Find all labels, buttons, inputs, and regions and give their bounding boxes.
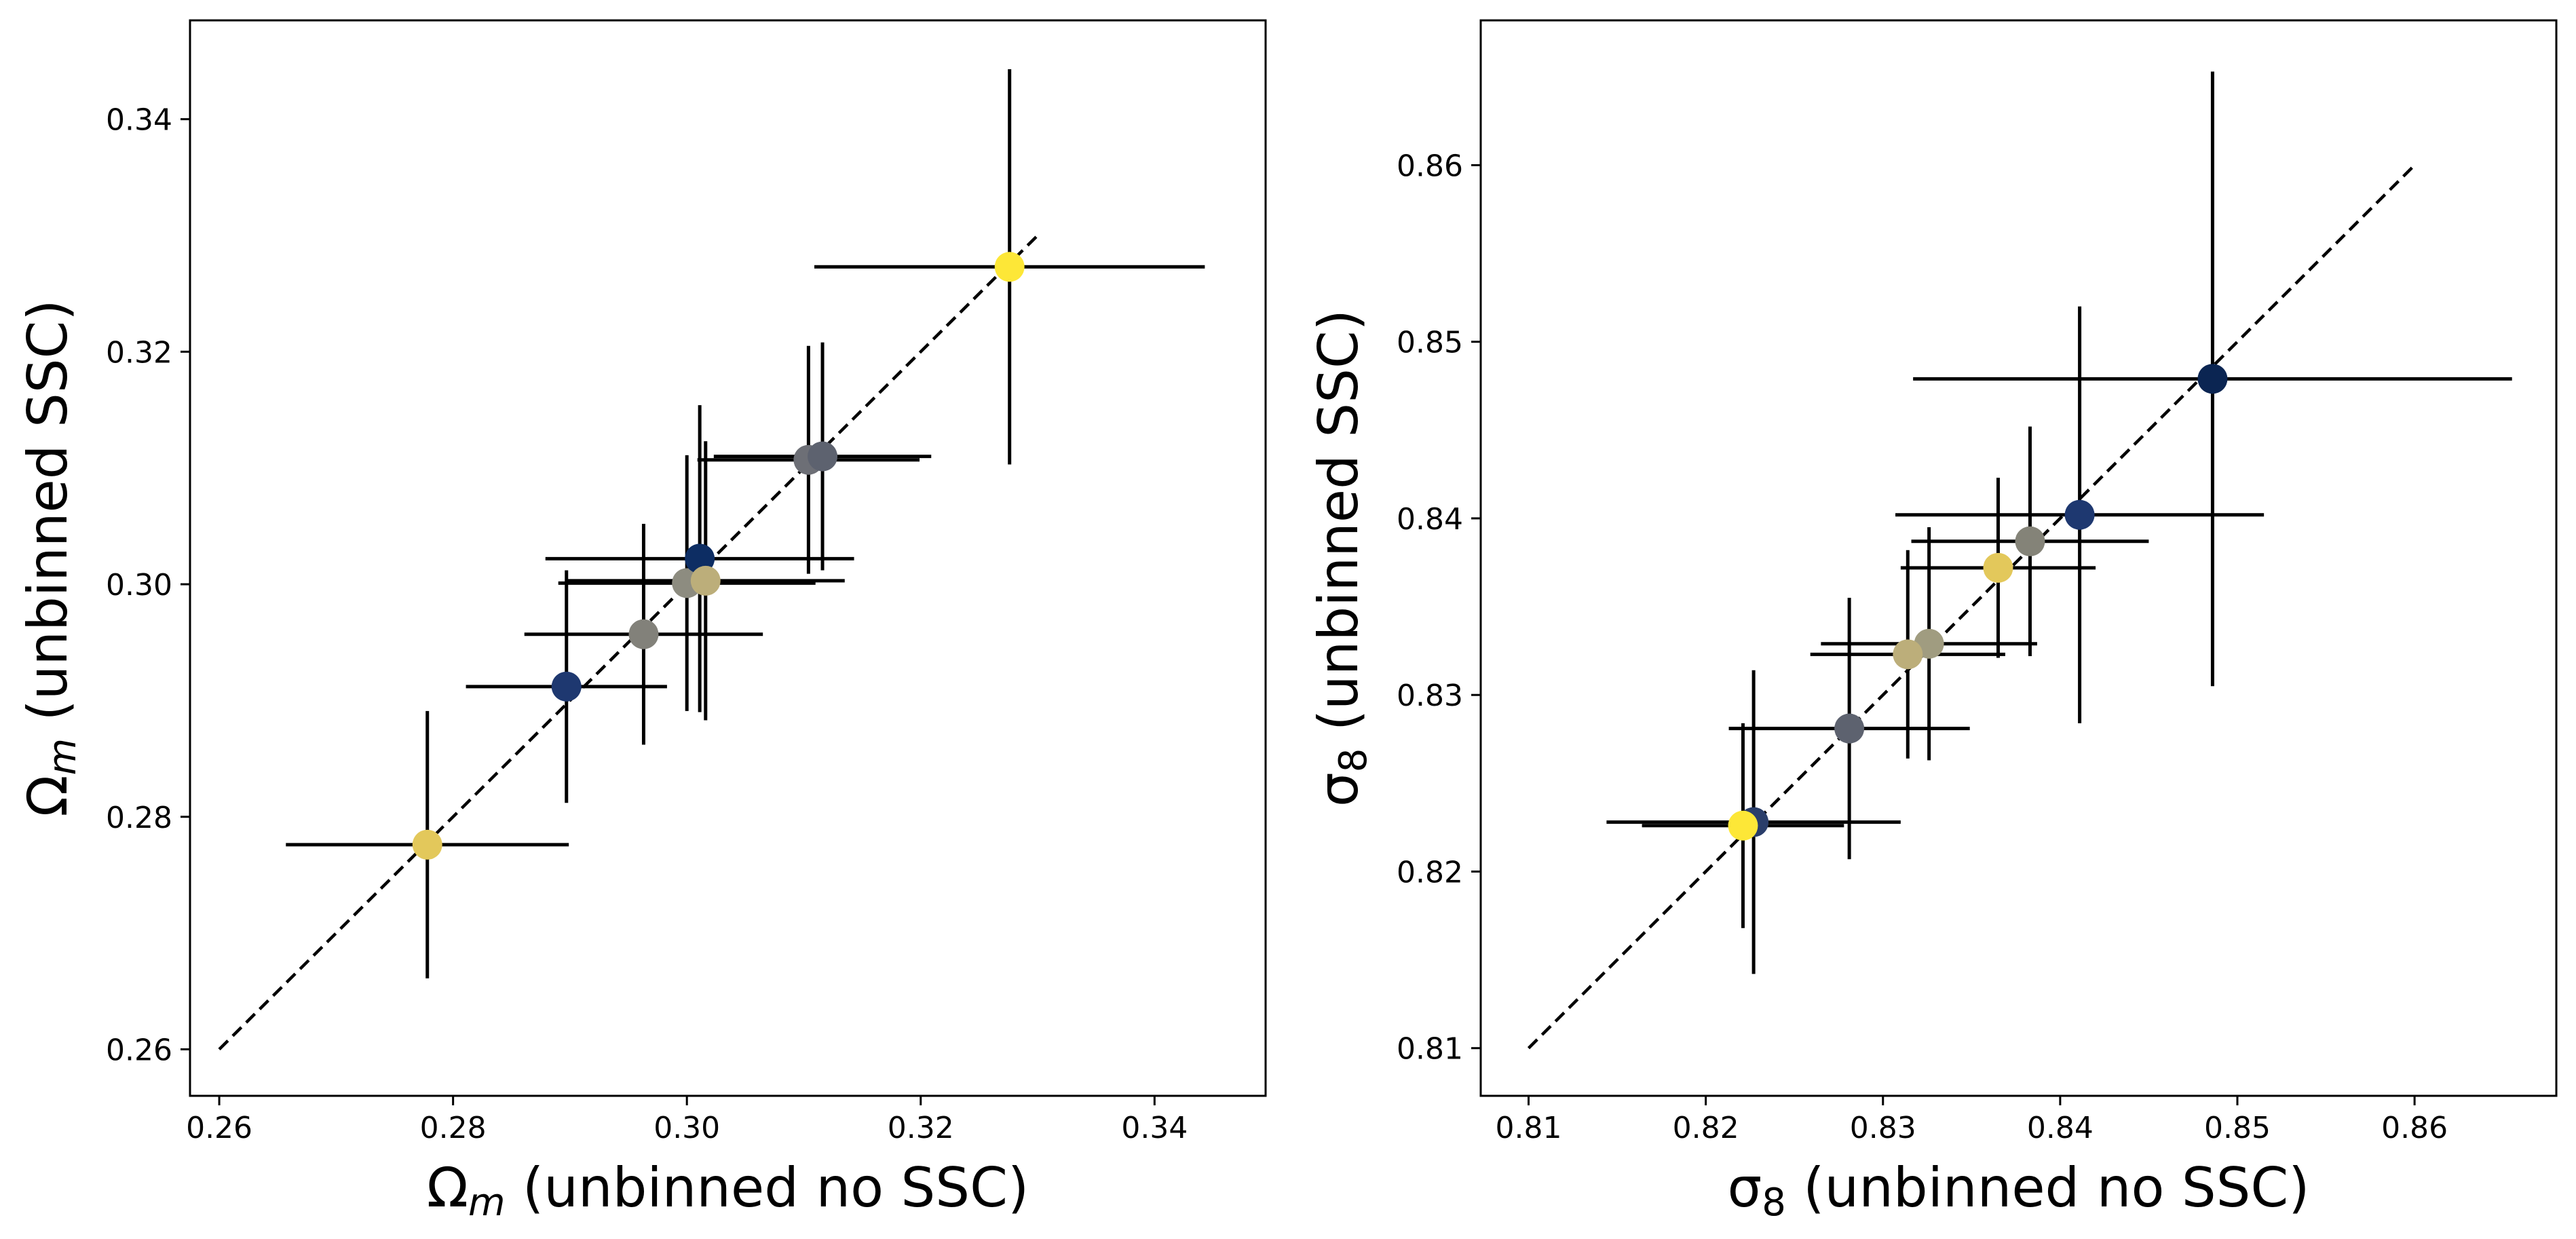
sigma-8-y-tick-label: 0.82 <box>1397 855 1463 890</box>
omega-m-data-point <box>808 441 838 472</box>
omega-m-x-tick-label: 0.30 <box>654 1111 720 1145</box>
sigma-8-x-axis-label-subscript: 8 <box>1762 1181 1786 1225</box>
omega-m-x-axis-label-symbol: Ω <box>427 1156 468 1219</box>
sigma-8-y-tick-label: 0.81 <box>1397 1032 1463 1067</box>
omega-m-y-tick-label: 0.30 <box>106 568 172 603</box>
omega-m-panel: 0.26 0.28 0.30 0.32 0.34 0.26 0.28 0.30 0.32 0.34… <box>16 19 1267 1225</box>
omega-m-x-tick-label: 0.26 <box>186 1111 252 1145</box>
sigma-8-identity-line <box>1527 164 2416 1050</box>
omega-m-data-point <box>412 829 442 860</box>
omega-m-y-axis-label-subscript: m <box>41 738 85 776</box>
sigma-8-y-axis-label: σ8 (unbinned SSC) <box>1307 309 1376 807</box>
sigma-8-y-tick-label: 0.83 <box>1397 679 1463 713</box>
omega-m-x-axis-label-subscript: m <box>468 1181 506 1225</box>
omega-m-y-axis-label-text: (unbinned SSC) <box>16 299 79 738</box>
sigma-8-x-tick-label: 0.81 <box>1496 1111 1562 1145</box>
sigma-8-data-point <box>1834 713 1865 744</box>
omega-m-x-tick-label: 0.32 <box>888 1111 954 1145</box>
omega-m-identity-line <box>218 234 1039 1051</box>
sigma-8-data-point <box>2064 499 2095 530</box>
omega-m-y-tick-label: 0.32 <box>106 335 172 370</box>
sigma-8-y-axis-label-subscript: 8 <box>1331 748 1376 773</box>
sigma-8-data-point <box>1983 552 2013 583</box>
sigma-8-panel: 0.81 0.82 0.83 0.84 0.85 0.86 0.81 0.82 0.83 0.84… <box>1307 19 2558 1225</box>
sigma-8-x-tick-label: 0.84 <box>2027 1111 2094 1145</box>
omega-m-y-tick-label: 0.34 <box>106 103 172 138</box>
sigma-8-y-tick-label: 0.85 <box>1397 326 1463 360</box>
sigma-8-data-point <box>1893 639 1923 670</box>
sigma-8-axes-frame <box>1479 19 2558 1097</box>
sigma-8-data-point <box>2197 364 2228 394</box>
omega-m-y-axis-label: Ωm (unbinned SSC) <box>16 299 85 816</box>
omega-m-data-point <box>690 565 721 596</box>
omega-m-x-tick-label: 0.34 <box>1121 1111 1188 1145</box>
sigma-8-data-point <box>2015 526 2045 556</box>
omega-m-x-axis-label: Ωm (unbinned no SSC) <box>427 1156 1029 1225</box>
sigma-8-y-axis-label-symbol: σ <box>1307 772 1370 807</box>
omega-m-data-point <box>551 671 582 702</box>
omega-m-data-point <box>994 252 1025 282</box>
omega-m-data-point <box>628 619 659 649</box>
omega-m-y-tick-label: 0.26 <box>106 1033 172 1067</box>
sigma-8-y-axis-label-text: (unbinned SSC) <box>1307 309 1370 748</box>
sigma-8-x-tick-label: 0.86 <box>2381 1111 2448 1145</box>
omega-m-x-axis-label-text: (unbinned no SSC) <box>506 1156 1029 1219</box>
omega-m-y-axis-label-symbol: Ω <box>16 775 79 816</box>
omega-m-axes-frame <box>189 19 1267 1097</box>
sigma-8-x-axis-label-symbol: σ <box>1728 1156 1762 1219</box>
sigma-8-x-tick-label: 0.85 <box>2204 1111 2271 1145</box>
sigma-8-x-axis-label: σ8 (unbinned no SSC) <box>1728 1156 2310 1225</box>
sigma-8-y-tick-label: 0.84 <box>1397 502 1463 537</box>
sigma-8-x-tick-label: 0.83 <box>1850 1111 1916 1145</box>
omega-m-x-tick-label: 0.28 <box>420 1111 487 1145</box>
omega-m-y-tick-label: 0.28 <box>106 801 172 835</box>
sigma-8-x-axis-label-text: (unbinned no SSC) <box>1786 1156 2310 1219</box>
sigma-8-data-point <box>1728 810 1758 841</box>
sigma-8-y-tick-label: 0.86 <box>1397 149 1463 183</box>
sigma-8-x-tick-label: 0.82 <box>1673 1111 1739 1145</box>
